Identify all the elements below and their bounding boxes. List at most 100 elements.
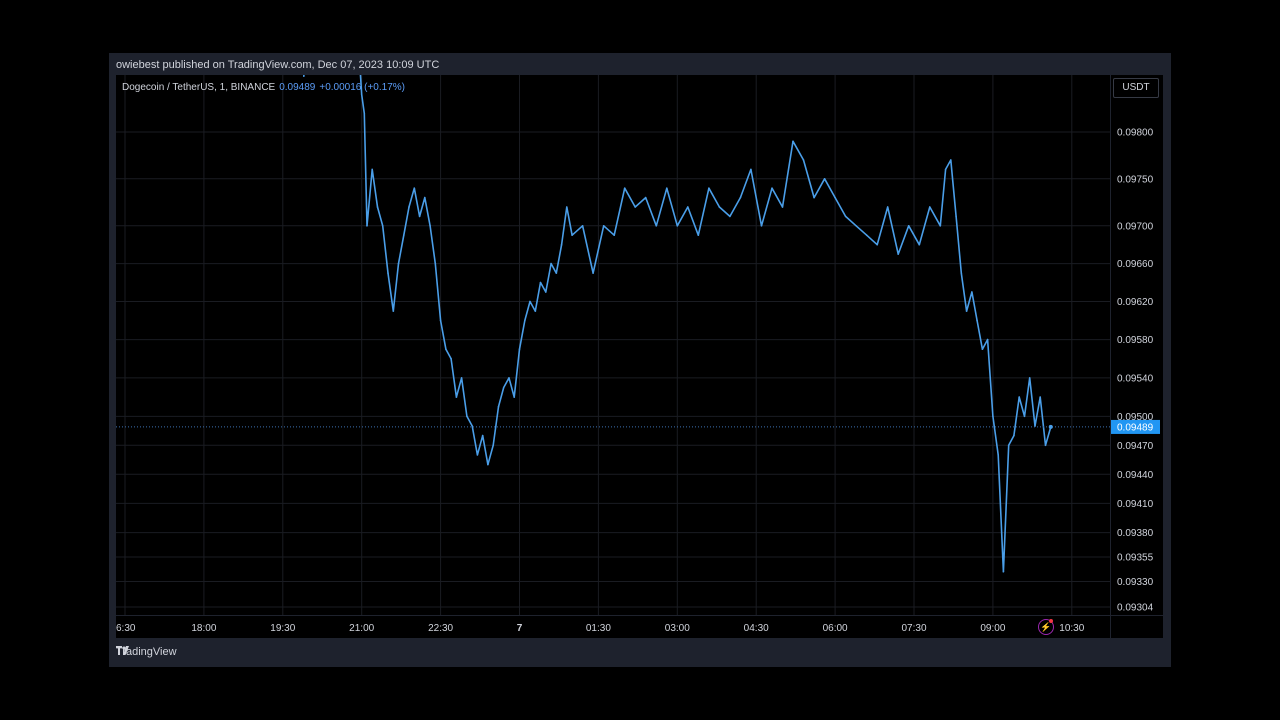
data-point bbox=[771, 187, 773, 189]
data-point bbox=[460, 377, 463, 379]
y-tick-label: 0.09380 bbox=[1117, 528, 1154, 539]
data-point bbox=[439, 319, 442, 322]
data-point bbox=[360, 93, 363, 96]
data-point bbox=[802, 159, 805, 161]
x-tick-label: 19:30 bbox=[270, 623, 295, 634]
data-point bbox=[1002, 570, 1005, 573]
lightning-icon[interactable]: ⚡ bbox=[1038, 619, 1054, 635]
data-point bbox=[424, 196, 426, 199]
x-tick-label: 07:30 bbox=[901, 623, 926, 634]
data-point bbox=[555, 272, 558, 274]
y-tick-label: 0.09750 bbox=[1117, 174, 1154, 185]
y-tick-label: 0.09440 bbox=[1117, 470, 1154, 481]
plot-background bbox=[116, 75, 1110, 615]
data-point bbox=[455, 396, 458, 398]
data-point bbox=[397, 262, 400, 265]
notification-dot bbox=[1049, 619, 1053, 623]
data-point bbox=[939, 225, 942, 227]
data-point bbox=[976, 319, 978, 322]
data-point bbox=[471, 425, 474, 427]
x-tick-label: 18:00 bbox=[191, 623, 216, 634]
data-point bbox=[387, 272, 389, 274]
data-point bbox=[539, 281, 542, 284]
y-tick-label: 0.09580 bbox=[1117, 335, 1154, 346]
x-tick-label: 7 bbox=[517, 623, 523, 634]
data-point bbox=[466, 415, 468, 418]
y-tick-label: 0.09540 bbox=[1117, 373, 1154, 384]
tradingview-logo-icon bbox=[116, 646, 129, 655]
y-tick-label: 0.09355 bbox=[1117, 553, 1154, 564]
data-point bbox=[429, 225, 431, 227]
x-tick-label: 04:30 bbox=[744, 623, 769, 634]
data-point bbox=[960, 272, 963, 274]
data-point bbox=[655, 225, 658, 227]
chart-frame: owiebest published on TradingView.com, D… bbox=[109, 53, 1171, 667]
data-point bbox=[413, 187, 416, 189]
data-point bbox=[955, 215, 957, 218]
chart-area[interactable]: 0.09800 0.09750 0.09700 0.09660 0.09620 0.095… bbox=[116, 75, 1163, 638]
data-point bbox=[944, 168, 947, 171]
data-point bbox=[513, 396, 515, 398]
data-point bbox=[1044, 444, 1047, 447]
data-point bbox=[376, 206, 379, 208]
data-point bbox=[981, 348, 984, 351]
price-chart[interactable]: 0.09800 0.09750 0.09700 0.09660 0.09620 0.095… bbox=[116, 75, 1163, 638]
data-point bbox=[1018, 396, 1020, 398]
data-point bbox=[1039, 396, 1041, 398]
y-tick-label: 0.09660 bbox=[1117, 259, 1154, 270]
data-point bbox=[907, 225, 910, 227]
data-point bbox=[581, 225, 584, 227]
price-line-series bbox=[303, 75, 1052, 573]
data-point bbox=[918, 243, 921, 246]
data-point bbox=[739, 196, 742, 199]
data-point bbox=[571, 234, 573, 236]
y-tick-label: 0.09330 bbox=[1117, 577, 1154, 588]
data-point bbox=[781, 206, 784, 208]
data-point bbox=[886, 206, 889, 208]
data-point bbox=[666, 187, 668, 189]
data-point bbox=[876, 243, 878, 246]
data-point bbox=[760, 225, 763, 227]
data-point bbox=[434, 262, 437, 265]
y-tick-label: 0.09304 bbox=[1117, 603, 1154, 614]
legend-change: +0.00016 (+0.17%) bbox=[319, 82, 405, 93]
last-price-dot bbox=[1048, 424, 1053, 429]
data-point bbox=[366, 225, 368, 227]
data-point bbox=[602, 225, 605, 227]
chart-legend: Dogecoin / TetherUS, 1, BINANCE 0.09489 +0… bbox=[122, 82, 405, 93]
x-tick-label: 6:30 bbox=[116, 623, 136, 634]
data-point bbox=[729, 215, 731, 218]
currency-button[interactable]: USDT bbox=[1113, 78, 1159, 98]
data-point bbox=[534, 310, 537, 312]
data-point bbox=[687, 206, 689, 208]
data-point bbox=[450, 358, 452, 360]
data-point bbox=[403, 234, 405, 236]
data-point bbox=[1007, 444, 1010, 447]
x-tick-label: 01:30 bbox=[586, 623, 611, 634]
data-point bbox=[708, 187, 710, 189]
x-tick-label: 21:00 bbox=[349, 623, 374, 634]
data-point bbox=[697, 234, 700, 236]
y-tick-label: 0.09500 bbox=[1117, 412, 1154, 423]
data-point bbox=[303, 75, 305, 77]
data-point bbox=[950, 159, 952, 161]
legend-value: 0.09489 bbox=[279, 82, 316, 93]
data-point bbox=[566, 206, 568, 208]
data-point bbox=[560, 243, 563, 246]
data-point bbox=[1034, 425, 1036, 427]
data-point bbox=[418, 215, 421, 218]
data-point bbox=[550, 262, 552, 265]
data-point bbox=[487, 463, 489, 466]
data-point bbox=[718, 206, 721, 208]
data-point bbox=[929, 206, 931, 208]
data-point bbox=[676, 225, 679, 227]
data-point bbox=[592, 272, 594, 274]
data-point bbox=[997, 454, 999, 456]
data-point bbox=[623, 187, 626, 189]
footer-brand: TradingView bbox=[116, 646, 177, 658]
x-tick-label: 06:00 bbox=[823, 623, 848, 634]
legend-symbol: Dogecoin / TetherUS, 1, BINANCE bbox=[122, 82, 276, 93]
data-point bbox=[844, 215, 847, 218]
data-point bbox=[1013, 434, 1015, 437]
data-point bbox=[508, 377, 510, 379]
